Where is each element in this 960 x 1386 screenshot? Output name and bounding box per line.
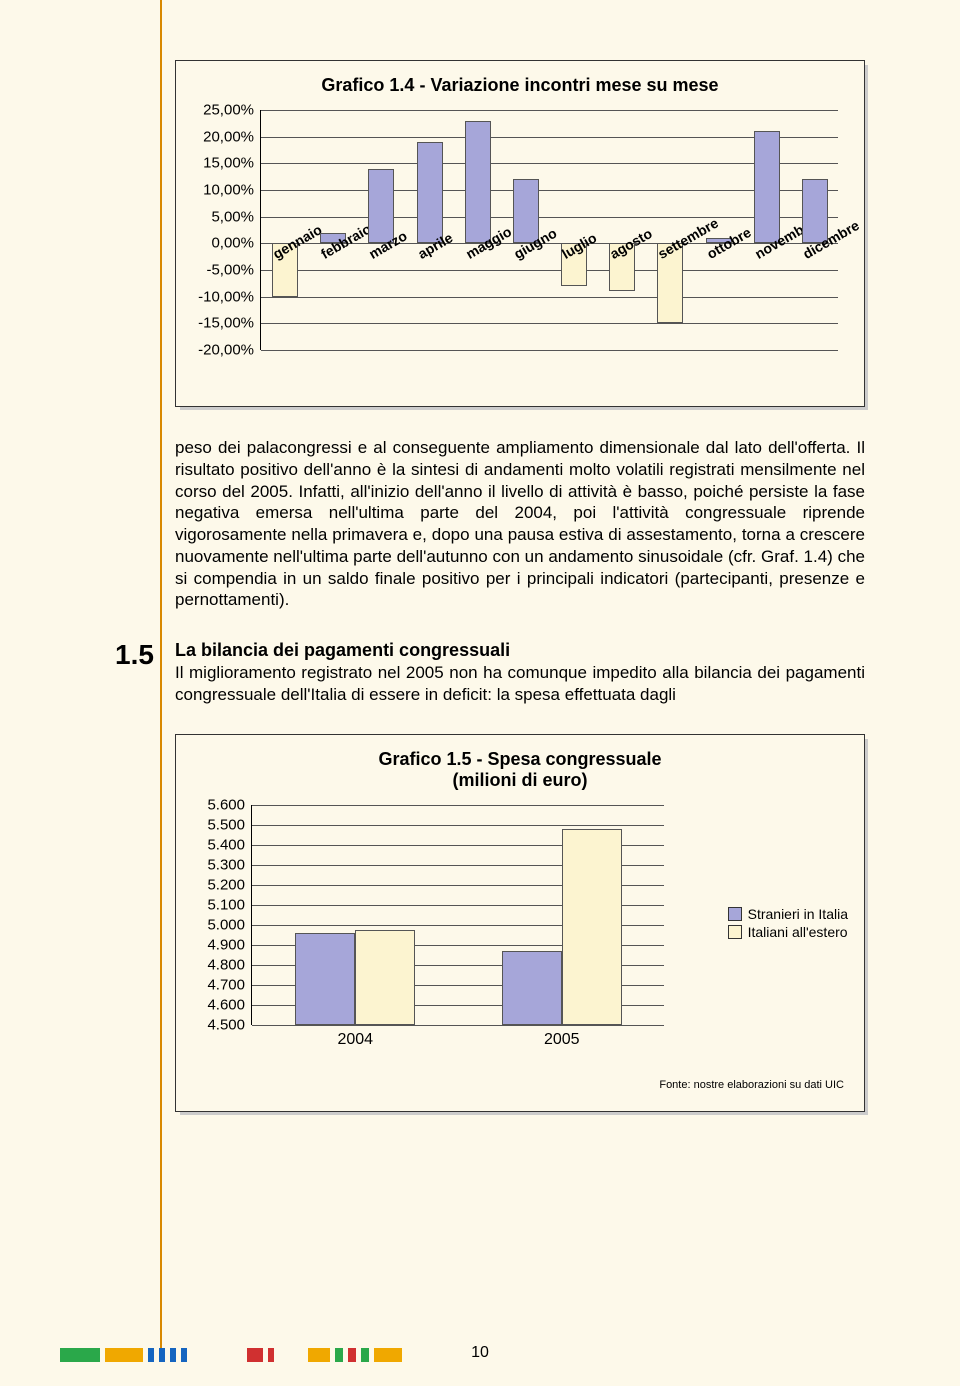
x-label: 2005 [544, 1031, 580, 1049]
y-tick: 5.400 [207, 836, 245, 853]
y-tick: 5.300 [207, 856, 245, 873]
chart-1-4-plot: gennaiofebbraiomarzoaprilemaggiogiugnolu… [260, 110, 838, 350]
chart-1-5-source: Fonte: nostre elaborazioni su dati UIC [196, 1079, 844, 1091]
y-tick: 4.700 [207, 976, 245, 993]
page-number: 10 [471, 1344, 489, 1362]
section-1-5: 1.5 La bilancia dei pagamenti congressua… [175, 639, 865, 706]
bar [295, 933, 355, 1025]
y-tick: 4.600 [207, 996, 245, 1013]
legend-item: Italiani all'estero [728, 924, 848, 940]
y-tick: -20,00% [198, 342, 254, 359]
chart-1-4: Grafico 1.4 - Variazione incontri mese s… [175, 60, 865, 407]
y-tick: 4.800 [207, 956, 245, 973]
chart-1-5-legend: Stranieri in Italia Italiani all'estero [728, 904, 848, 942]
bar [502, 951, 562, 1025]
bar [465, 121, 491, 244]
y-tick: 5.100 [207, 896, 245, 913]
y-tick: 4.900 [207, 936, 245, 953]
y-tick: 25,00% [203, 102, 254, 119]
y-tick: -5,00% [206, 262, 254, 279]
x-label: febbraio [318, 221, 374, 262]
bar [754, 131, 780, 243]
y-tick: 0,00% [211, 235, 254, 252]
y-tick: 10,00% [203, 182, 254, 199]
bar [368, 169, 394, 244]
legend-item: Stranieri in Italia [728, 906, 848, 922]
y-tick: 5.600 [207, 796, 245, 813]
y-tick: 5,00% [211, 208, 254, 225]
chart-1-5: Grafico 1.5 - Spesa congressuale (milion… [175, 734, 865, 1112]
bar [355, 930, 415, 1025]
section-number: 1.5 [115, 639, 154, 671]
bar [562, 829, 622, 1025]
y-tick: 15,00% [203, 155, 254, 172]
footer-decoration [60, 1348, 402, 1362]
y-tick: 4.500 [207, 1016, 245, 1033]
body-paragraph: peso dei palacongressi e al conseguente … [175, 437, 865, 611]
y-tick: -10,00% [198, 288, 254, 305]
y-tick: 5.000 [207, 916, 245, 933]
y-tick: 5.200 [207, 876, 245, 893]
y-tick: 20,00% [203, 128, 254, 145]
bar [417, 142, 443, 243]
y-tick: -15,00% [198, 315, 254, 332]
y-tick: 5.500 [207, 816, 245, 833]
chart-1-5-plot: 20042005 5.6005.5005.4005.3005.2005.1005… [251, 805, 664, 1025]
section-text: Il miglioramento registrato nel 2005 non… [175, 663, 865, 704]
chart-1-4-title: Grafico 1.4 - Variazione incontri mese s… [196, 75, 844, 96]
section-title: La bilancia dei pagamenti congressuali [175, 640, 510, 660]
x-label: 2004 [337, 1031, 373, 1049]
chart-1-5-title: Grafico 1.5 - Spesa congressuale (milion… [196, 749, 844, 791]
section-body: La bilancia dei pagamenti congressuali I… [175, 639, 865, 706]
